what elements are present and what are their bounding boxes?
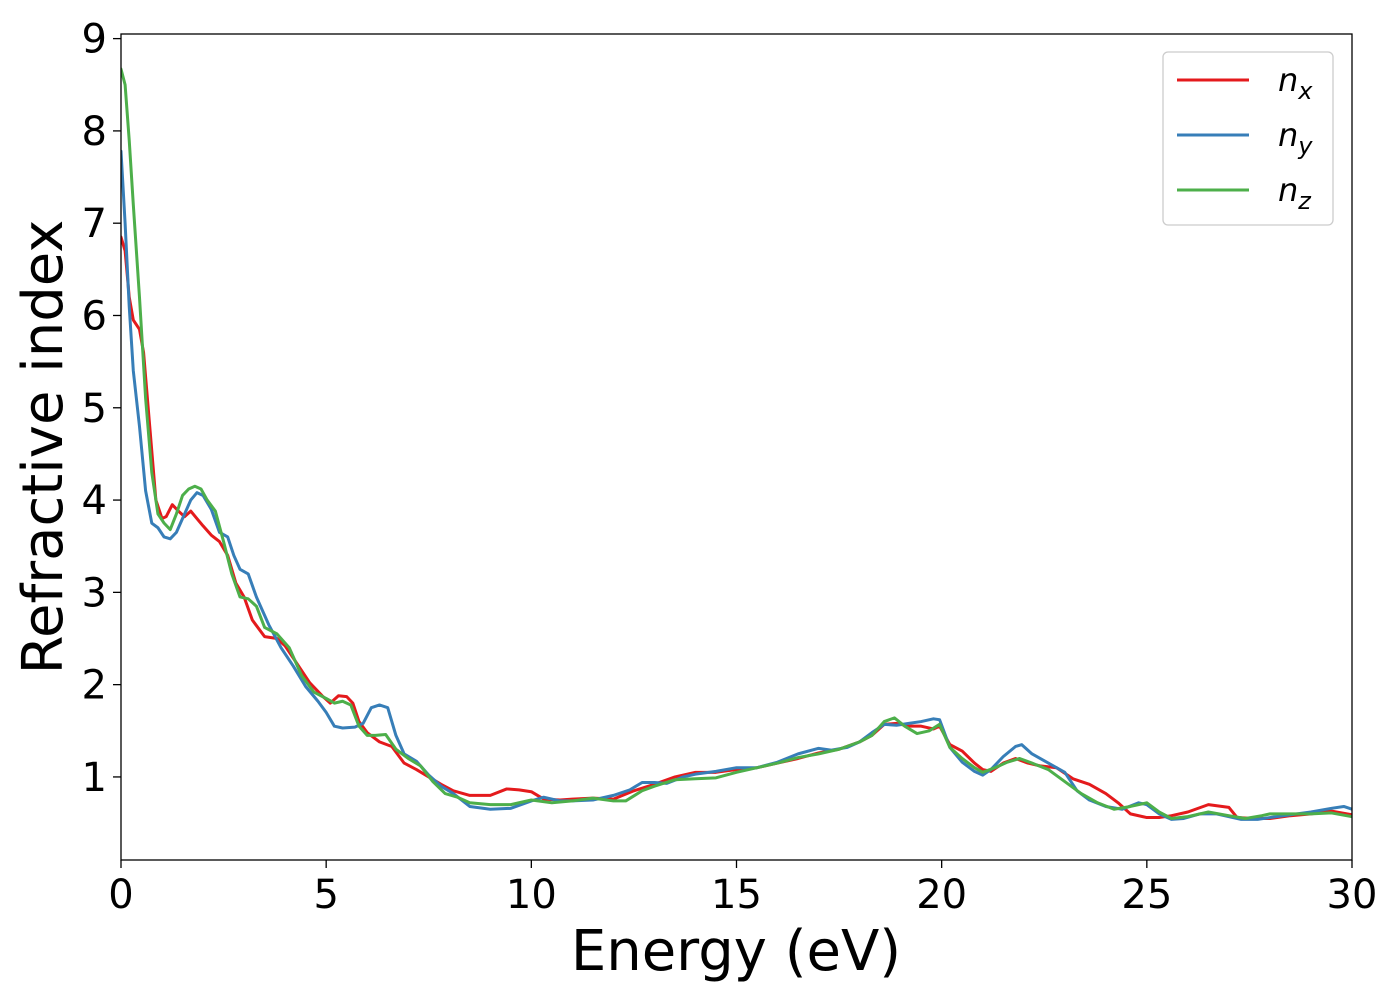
y-tick-label: 6: [82, 293, 107, 339]
y-axis: 1 2 3 4 5 6 7 8 9: [82, 17, 121, 801]
x-axis: 0 5 10 15 20 25 30: [108, 860, 1377, 918]
y-tick-label: 8: [82, 109, 107, 155]
legend-box: [1162, 51, 1334, 226]
legend-label-x: nx: [1278, 61, 1313, 105]
x-tick-label: 0: [108, 872, 133, 918]
x-tick-label: 30: [1327, 872, 1378, 918]
series-layer: [121, 67, 1352, 821]
y-tick-label: 7: [82, 201, 107, 247]
series-line-z: [121, 67, 1352, 820]
y-tick-label: 4: [82, 478, 107, 524]
x-tick-label: 20: [916, 872, 967, 918]
legend-label-y: ny: [1278, 116, 1313, 160]
legend: nx ny nz: [1162, 51, 1334, 226]
legend-label-z: nz: [1278, 171, 1312, 215]
x-axis-label: Energy (eV): [571, 919, 901, 984]
y-tick-label: 5: [82, 386, 107, 432]
y-tick-label: 1: [82, 755, 107, 801]
x-tick-label: 15: [711, 872, 762, 918]
x-tick-label: 25: [1121, 872, 1172, 918]
y-tick-label: 2: [82, 663, 107, 709]
x-tick-label: 5: [313, 872, 338, 918]
x-tick-label: 10: [506, 872, 557, 918]
y-tick-label: 3: [82, 570, 107, 616]
y-tick-label: 9: [82, 17, 107, 63]
y-axis-label: Refractive index: [11, 220, 76, 675]
